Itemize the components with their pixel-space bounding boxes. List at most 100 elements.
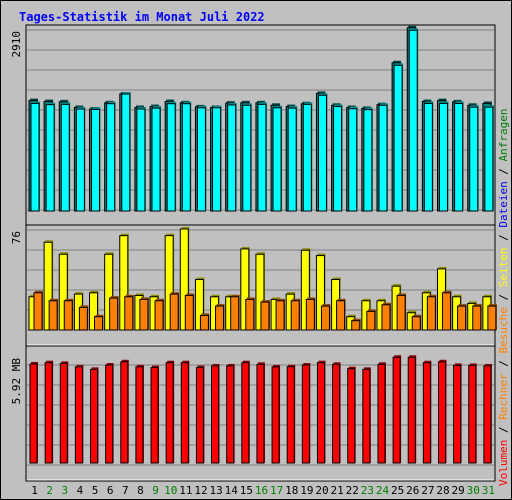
bar-volumen bbox=[211, 365, 220, 464]
bar-dateien bbox=[106, 103, 116, 212]
bar-seiten bbox=[58, 253, 68, 331]
bar-besuche bbox=[48, 300, 58, 331]
bar-volumen bbox=[453, 364, 462, 464]
day-label: 25 bbox=[391, 484, 404, 497]
bar-volumen bbox=[286, 366, 295, 464]
bar-volumen bbox=[74, 366, 83, 464]
day-label: 12 bbox=[194, 484, 207, 497]
day-label: 13 bbox=[209, 484, 222, 497]
bar-volumen bbox=[377, 363, 386, 464]
day-label: 26 bbox=[406, 484, 419, 497]
bar-dateien bbox=[423, 102, 433, 212]
day-label: 9 bbox=[152, 484, 159, 497]
bar-dateien bbox=[60, 103, 70, 212]
bar-volumen bbox=[332, 363, 341, 464]
bar-besuche bbox=[336, 300, 346, 331]
bar-dateien bbox=[469, 106, 479, 212]
bar-dateien bbox=[348, 108, 358, 212]
day-label: 14 bbox=[225, 484, 239, 497]
bar-besuche bbox=[230, 296, 240, 331]
side-legend: Volumen / Rechner / Besuche / Seiten / D… bbox=[497, 108, 510, 486]
day-label: 8 bbox=[137, 484, 144, 497]
day-label: 5 bbox=[92, 484, 99, 497]
bar-seiten bbox=[119, 235, 129, 331]
bar-besuche bbox=[381, 304, 391, 331]
bar-seiten bbox=[179, 228, 189, 331]
day-label: 1 bbox=[31, 484, 38, 497]
bar-volumen bbox=[483, 365, 492, 464]
bar-besuche bbox=[290, 300, 300, 331]
bar-volumen bbox=[422, 362, 431, 464]
bar-dateien bbox=[91, 108, 101, 212]
bar-besuche bbox=[457, 305, 467, 331]
bar-dateien bbox=[257, 103, 267, 212]
bar-besuche bbox=[245, 298, 255, 331]
legend-item: Rechner bbox=[497, 373, 510, 420]
bar-seiten bbox=[300, 249, 310, 331]
day-label: 22 bbox=[346, 484, 359, 497]
bar-dateien bbox=[287, 107, 297, 212]
bar-dateien bbox=[121, 93, 131, 212]
bar-volumen bbox=[392, 356, 401, 464]
bar-besuche bbox=[184, 294, 194, 331]
day-label: 28 bbox=[436, 484, 449, 497]
legend-item: / bbox=[497, 354, 510, 374]
bar-dateien bbox=[378, 104, 388, 212]
day-label: 7 bbox=[122, 484, 129, 497]
bar-dateien bbox=[302, 103, 312, 212]
bar-besuche bbox=[441, 292, 451, 331]
bar-volumen bbox=[347, 368, 356, 464]
bar-volumen bbox=[468, 364, 477, 464]
bar-besuche bbox=[275, 300, 285, 331]
day-label: 11 bbox=[179, 484, 192, 497]
bar-volumen bbox=[256, 363, 265, 464]
bar-besuche bbox=[124, 296, 134, 331]
day-label: 24 bbox=[376, 484, 390, 497]
bar-dateien bbox=[363, 109, 373, 212]
bar-seiten bbox=[104, 253, 114, 331]
bar-volumen bbox=[165, 362, 174, 464]
day-label: 30 bbox=[467, 484, 480, 497]
bar-volumen bbox=[226, 365, 235, 464]
bar-volumen bbox=[407, 356, 416, 464]
bar-besuche bbox=[78, 306, 88, 331]
bar-volumen bbox=[195, 367, 204, 464]
bar-dateien bbox=[181, 103, 191, 212]
bar-dateien bbox=[45, 104, 55, 212]
day-label: 31 bbox=[482, 484, 495, 497]
bar-besuche bbox=[199, 314, 209, 331]
bar-besuche bbox=[94, 316, 104, 331]
bar-dateien bbox=[242, 104, 252, 212]
bar-besuche bbox=[320, 305, 330, 331]
bar-seiten bbox=[240, 248, 250, 331]
day-label: 18 bbox=[285, 484, 298, 497]
chart-title: Tages-Statistik im Monat Juli 2022 bbox=[19, 10, 265, 24]
bar-besuche bbox=[109, 297, 119, 331]
bar-dateien bbox=[408, 29, 418, 212]
day-label: 21 bbox=[331, 484, 344, 497]
bar-volumen bbox=[90, 368, 99, 464]
bar-dateien bbox=[166, 103, 176, 212]
day-label: 20 bbox=[315, 484, 328, 497]
bar-volumen bbox=[44, 362, 53, 464]
bar-volumen bbox=[437, 361, 446, 464]
panel-top-max-label: 2910 bbox=[10, 31, 23, 58]
day-label: 4 bbox=[77, 484, 84, 497]
bar-besuche bbox=[305, 298, 315, 331]
bar-dateien bbox=[227, 104, 237, 212]
bar-volumen bbox=[271, 366, 280, 464]
legend-item: / bbox=[497, 287, 510, 307]
bar-dateien bbox=[393, 64, 403, 212]
bar-besuche bbox=[366, 310, 376, 331]
bar-dateien bbox=[333, 106, 343, 212]
bar-dateien bbox=[196, 107, 206, 212]
day-label: 27 bbox=[421, 484, 434, 497]
bar-besuche bbox=[154, 300, 164, 331]
bar-volumen bbox=[120, 361, 129, 464]
day-label: 23 bbox=[361, 484, 374, 497]
bar-seiten bbox=[255, 253, 265, 331]
bar-dateien bbox=[438, 102, 448, 212]
day-label: 6 bbox=[107, 484, 114, 497]
